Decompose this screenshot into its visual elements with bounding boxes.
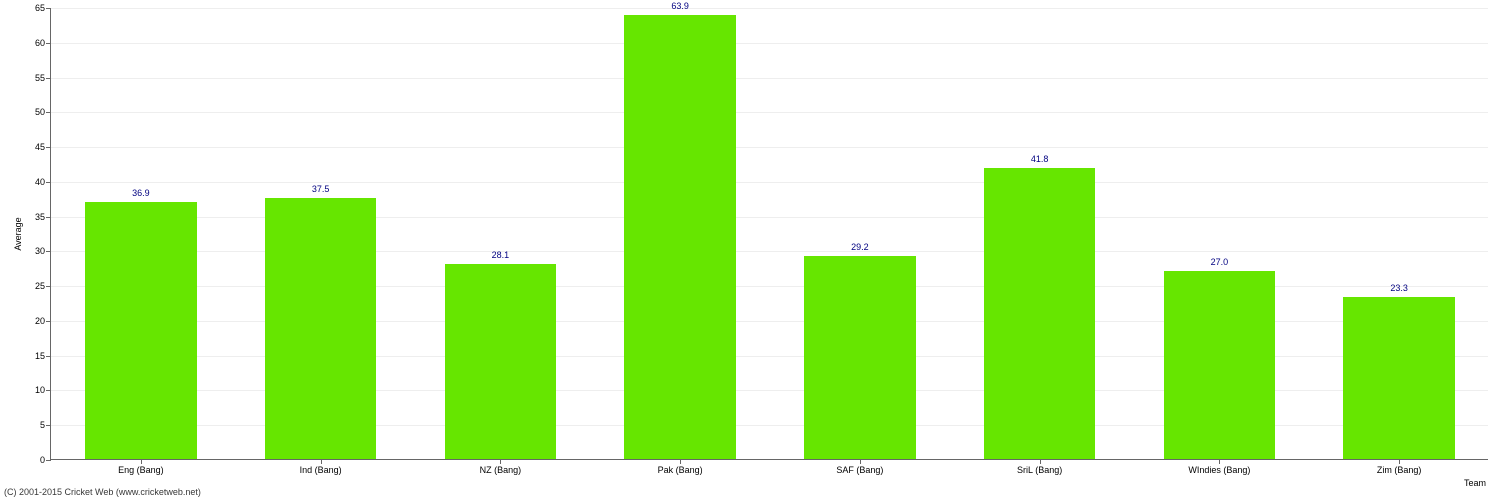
ytick-label: 20 [35,316,51,326]
xtick-label: SAF (Bang) [836,459,883,475]
bar-value-label: 29.2 [851,242,869,256]
ytick-label: 10 [35,385,51,395]
bar-value-label: 37.5 [312,184,330,198]
gridline [51,147,1488,148]
bar: 41.8 [984,168,1095,459]
ytick-label: 40 [35,177,51,187]
bar-value-label: 23.3 [1390,283,1408,297]
ytick-label: 0 [40,455,51,465]
plot-area: 0510152025303540455055606536.9Eng (Bang)… [50,8,1488,460]
chart-container: 0510152025303540455055606536.9Eng (Bang)… [0,0,1500,500]
bar-value-label: 63.9 [671,1,689,15]
gridline [51,182,1488,183]
xtick-label: WIndies (Bang) [1188,459,1250,475]
ytick-label: 55 [35,73,51,83]
ytick-label: 60 [35,38,51,48]
xtick-label: Ind (Bang) [300,459,342,475]
bar: 36.9 [85,202,196,459]
xtick-label: Pak (Bang) [658,459,703,475]
xtick-label: Eng (Bang) [118,459,164,475]
copyright-footer: (C) 2001-2015 Cricket Web (www.cricketwe… [4,487,201,497]
bar: 23.3 [1343,297,1454,459]
bar: 37.5 [265,198,376,459]
x-axis-label: Team [1464,478,1486,488]
gridline [51,112,1488,113]
bar: 27.0 [1164,271,1275,459]
bar: 63.9 [624,15,735,459]
xtick-label: Zim (Bang) [1377,459,1422,475]
bar-value-label: 41.8 [1031,154,1049,168]
ytick-label: 65 [35,3,51,13]
gridline [51,43,1488,44]
ytick-label: 15 [35,351,51,361]
ytick-label: 50 [35,107,51,117]
xtick-label: SriL (Bang) [1017,459,1062,475]
ytick-label: 35 [35,212,51,222]
ytick-label: 5 [40,420,51,430]
bar: 28.1 [445,264,556,459]
y-axis-label: Average [13,217,23,250]
gridline [51,8,1488,9]
xtick-label: NZ (Bang) [480,459,522,475]
gridline [51,78,1488,79]
bar-value-label: 27.0 [1211,257,1229,271]
bar-value-label: 28.1 [492,250,510,264]
ytick-label: 25 [35,281,51,291]
bar: 29.2 [804,256,915,459]
ytick-label: 45 [35,142,51,152]
bar-value-label: 36.9 [132,188,150,202]
ytick-label: 30 [35,246,51,256]
